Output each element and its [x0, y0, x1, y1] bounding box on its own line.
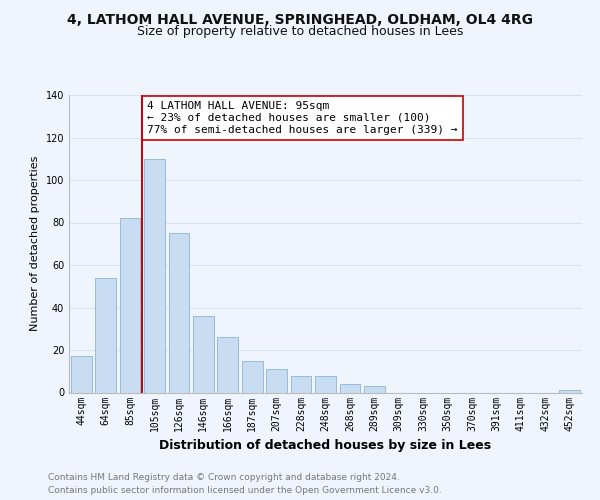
Text: Contains HM Land Registry data © Crown copyright and database right 2024.: Contains HM Land Registry data © Crown c… — [48, 472, 400, 482]
Bar — [364, 386, 385, 392]
Bar — [95, 278, 116, 392]
Text: Contains public sector information licensed under the Open Government Licence v3: Contains public sector information licen… — [48, 486, 442, 495]
Bar — [217, 337, 238, 392]
Bar — [340, 384, 361, 392]
X-axis label: Distribution of detached houses by size in Lees: Distribution of detached houses by size … — [160, 439, 491, 452]
Bar — [266, 369, 287, 392]
Bar — [119, 218, 140, 392]
Bar — [290, 376, 311, 392]
Bar — [242, 360, 263, 392]
Y-axis label: Number of detached properties: Number of detached properties — [30, 156, 40, 332]
Bar — [144, 159, 165, 392]
Bar — [315, 376, 336, 392]
Text: 4, LATHOM HALL AVENUE, SPRINGHEAD, OLDHAM, OL4 4RG: 4, LATHOM HALL AVENUE, SPRINGHEAD, OLDHA… — [67, 12, 533, 26]
Bar — [193, 316, 214, 392]
Text: 4 LATHOM HALL AVENUE: 95sqm
← 23% of detached houses are smaller (100)
77% of se: 4 LATHOM HALL AVENUE: 95sqm ← 23% of det… — [147, 102, 458, 134]
Bar — [169, 233, 190, 392]
Text: Size of property relative to detached houses in Lees: Size of property relative to detached ho… — [137, 25, 463, 38]
Bar — [559, 390, 580, 392]
Bar — [71, 356, 92, 392]
